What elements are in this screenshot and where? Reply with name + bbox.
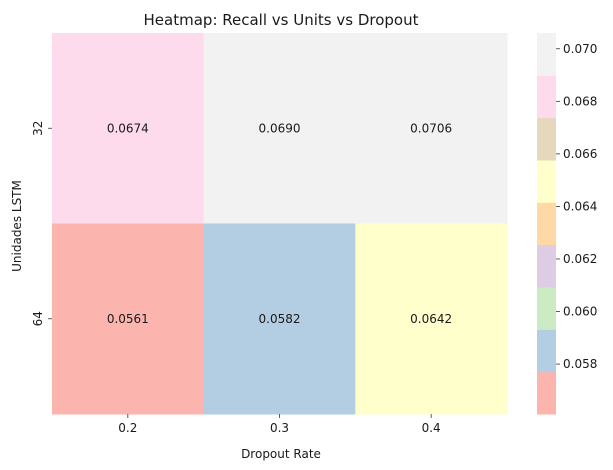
heatmap-cells: 0.0674 0.0690 0.0706 0.0561 0.0582 0.0642 (52, 33, 508, 415)
colorbar-segment (537, 244, 556, 288)
colorbar-segment (537, 160, 556, 203)
colorbar-tick-label: 0.070 (563, 42, 597, 56)
colorbar-segment (537, 117, 556, 161)
y-tick-label: 64 (31, 311, 45, 326)
colorbar-segment (537, 329, 556, 373)
x-tick-label: 0.4 (422, 421, 441, 435)
heatmap-cell (355, 33, 508, 224)
colorbar-tick-label: 0.060 (563, 305, 597, 319)
colorbar-tick-label: 0.068 (563, 94, 597, 108)
colorbar: 0.058 0.060 0.062 0.064 0.066 0.068 0.070 (537, 33, 597, 415)
chart-title: Heatmap: Recall vs Units vs Dropout (144, 11, 419, 29)
heatmap-cell (203, 33, 356, 224)
cell-value-label: 0.0674 (107, 121, 149, 135)
heatmap-cell (355, 223, 508, 415)
y-axis: 32 64 (31, 121, 52, 326)
colorbar-segment (537, 287, 556, 330)
x-tick-label: 0.3 (270, 421, 289, 435)
cell-value-label: 0.0706 (410, 121, 452, 135)
cell-value-label: 0.0642 (410, 312, 452, 326)
cell-value-label: 0.0582 (259, 312, 301, 326)
x-axis-label: Dropout Rate (241, 447, 321, 461)
colorbar-segment (537, 371, 556, 415)
colorbar-segment (537, 33, 556, 76)
heatmap-cell (203, 223, 356, 415)
y-axis-label: Unidades LSTM (10, 180, 24, 272)
colorbar-segment (537, 202, 556, 246)
x-tick-label: 0.2 (118, 421, 137, 435)
heatmap-cell (52, 33, 205, 224)
colorbar-tick-label: 0.066 (563, 147, 597, 161)
colorbar-tick-label: 0.064 (563, 199, 597, 213)
x-axis: 0.2 0.3 0.4 (118, 414, 441, 435)
heatmap-cell (52, 223, 205, 415)
colorbar-segment (537, 75, 556, 119)
colorbar-tick-label: 0.062 (563, 252, 597, 266)
colorbar-tick-label: 0.058 (563, 357, 597, 371)
cell-value-label: 0.0690 (259, 121, 301, 135)
cell-value-label: 0.0561 (107, 312, 149, 326)
y-tick-label: 32 (31, 121, 45, 136)
